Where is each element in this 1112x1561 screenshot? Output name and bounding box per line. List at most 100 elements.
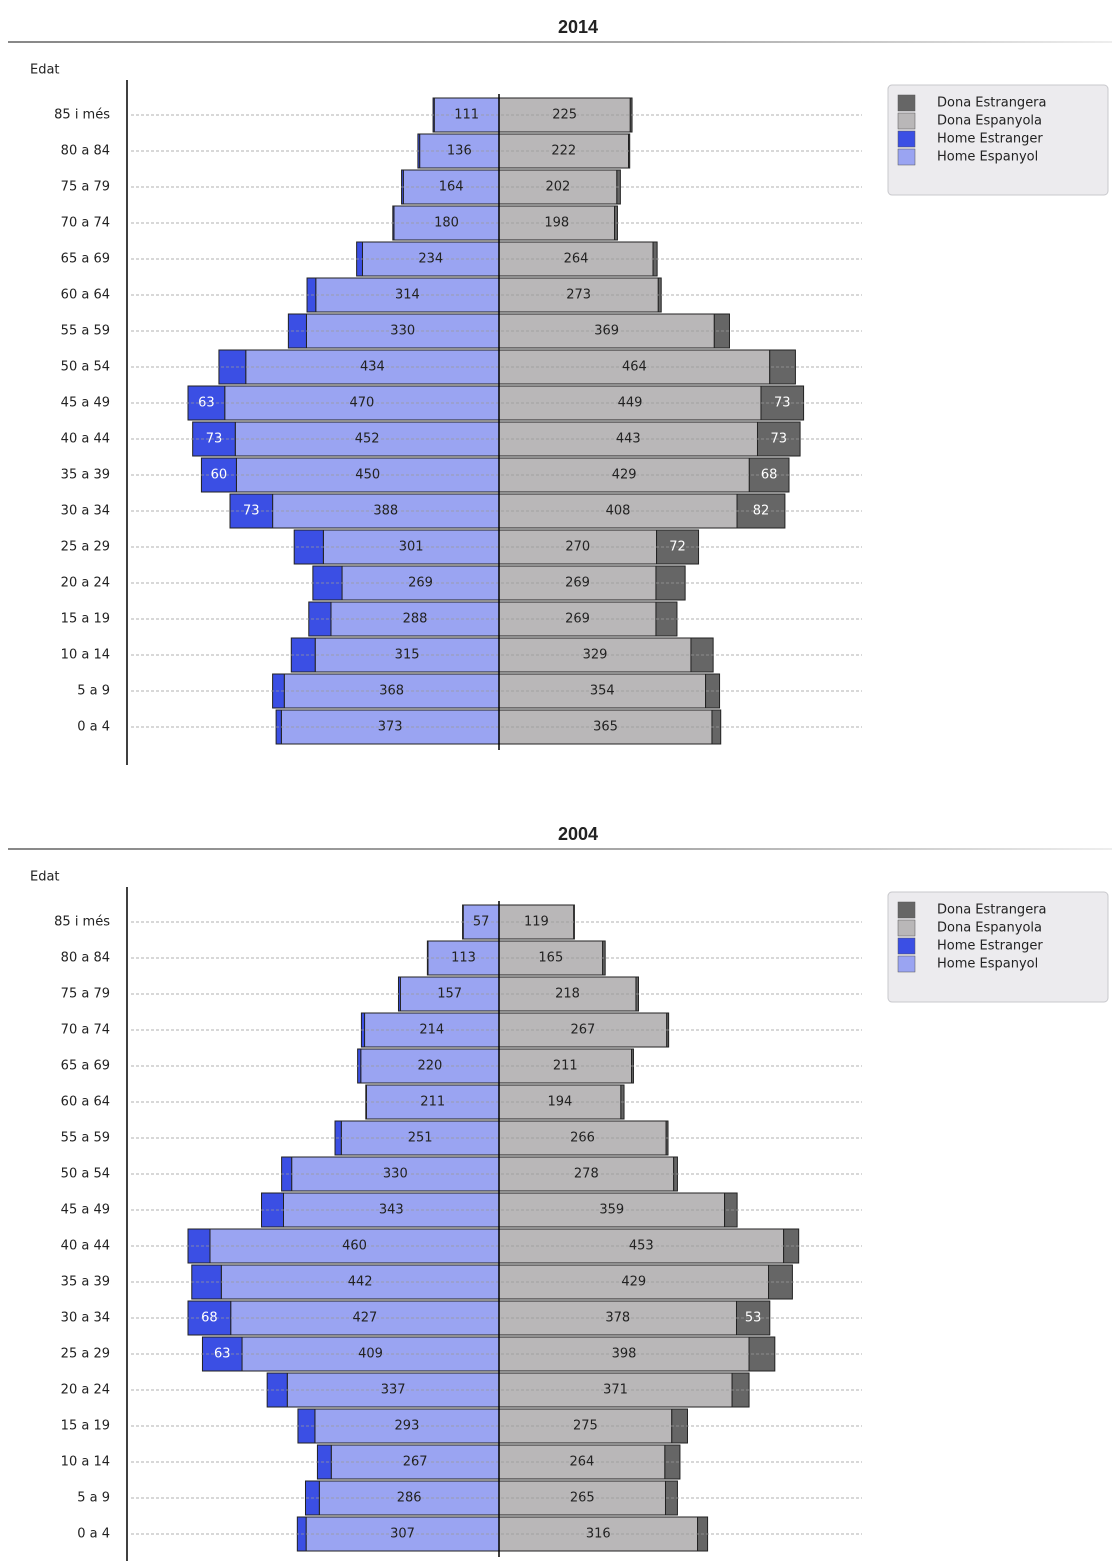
y-tick-label: 5 a 9 <box>77 1491 110 1506</box>
data-label: 264 <box>564 252 589 267</box>
data-label: 288 <box>403 612 428 627</box>
data-label: 434 <box>360 360 385 375</box>
data-label: 266 <box>570 1131 595 1146</box>
bar-segment <box>671 1408 688 1444</box>
data-label: 265 <box>570 1491 595 1506</box>
data-label: 460 <box>342 1239 367 1254</box>
y-tick-label: 80 a 84 <box>61 144 110 159</box>
data-label: 57 <box>473 915 490 930</box>
y-tick-label: 60 a 64 <box>61 1095 110 1110</box>
data-label: 368 <box>379 684 404 699</box>
title-separator <box>8 848 1112 850</box>
data-label: 53 <box>745 1311 762 1326</box>
data-label: 408 <box>606 504 631 519</box>
data-label: 73 <box>206 432 223 447</box>
y-axis-title: Edat <box>30 63 60 78</box>
y-tick-label: 30 a 34 <box>61 1311 110 1326</box>
legend <box>887 891 1109 1003</box>
bar-segment <box>230 1300 500 1336</box>
data-label: 164 <box>439 180 464 195</box>
y-tick-label: 5 a 9 <box>77 684 110 699</box>
data-label: 450 <box>355 468 380 483</box>
data-label: 409 <box>358 1347 383 1362</box>
legend-label: Home Estranger <box>937 132 1043 147</box>
data-label: 218 <box>555 987 580 1002</box>
y-tick-label: 45 a 49 <box>61 1203 110 1218</box>
data-label: 180 <box>434 216 459 231</box>
y-tick-label: 50 a 54 <box>61 360 110 375</box>
data-label: 270 <box>565 540 590 555</box>
title-separator <box>8 41 1112 43</box>
legend-label: Dona Estrangera <box>937 96 1047 111</box>
y-tick-label: 75 a 79 <box>61 180 110 195</box>
y-tick-label: 0 a 4 <box>77 1527 110 1542</box>
data-label: 365 <box>593 720 618 735</box>
data-label: 314 <box>395 288 420 303</box>
legend-label: Dona Espanyola <box>937 921 1042 936</box>
data-label: 222 <box>551 144 576 159</box>
y-tick-label: 40 a 44 <box>61 432 110 447</box>
y-tick-label: 20 a 24 <box>61 576 110 591</box>
y-tick-label: 65 a 69 <box>61 1059 110 1074</box>
y-tick-label: 85 i més <box>54 108 110 123</box>
data-label: 337 <box>381 1383 406 1398</box>
data-label: 269 <box>565 576 590 591</box>
data-label: 286 <box>397 1491 422 1506</box>
y-tick-label: 40 a 44 <box>61 1239 110 1254</box>
y-tick-label: 15 a 19 <box>61 612 110 627</box>
data-label: 449 <box>618 396 643 411</box>
bar-segment <box>316 1444 332 1480</box>
data-label: 211 <box>553 1059 578 1074</box>
data-label: 315 <box>395 648 420 663</box>
y-tick-label: 30 a 34 <box>61 504 110 519</box>
data-label: 429 <box>621 1275 646 1290</box>
data-label: 165 <box>538 951 563 966</box>
y-tick-label: 25 a 29 <box>61 540 110 555</box>
data-label: 220 <box>417 1059 442 1074</box>
data-label: 113 <box>451 951 476 966</box>
legend-swatch <box>897 112 916 130</box>
y-tick-label: 35 a 39 <box>61 1275 110 1290</box>
legend <box>887 84 1109 196</box>
data-label: 214 <box>419 1023 444 1038</box>
data-label: 452 <box>355 432 380 447</box>
data-label: 136 <box>447 144 472 159</box>
data-label: 194 <box>548 1095 573 1110</box>
data-label: 464 <box>622 360 647 375</box>
y-axis-title: Edat <box>30 870 60 885</box>
bar-segment <box>498 349 771 385</box>
data-label: 354 <box>590 684 615 699</box>
legend-swatch <box>897 901 916 919</box>
data-label: 378 <box>605 1311 630 1326</box>
data-label: 72 <box>669 540 686 555</box>
data-label: 371 <box>603 1383 628 1398</box>
data-label: 63 <box>214 1347 231 1362</box>
data-label: 343 <box>379 1203 404 1218</box>
data-label: 82 <box>753 504 770 519</box>
legend-swatch <box>897 148 916 166</box>
data-label: 60 <box>211 468 228 483</box>
legend-label: Dona Estrangera <box>937 903 1047 918</box>
data-label: 470 <box>349 396 374 411</box>
legend-swatch <box>897 955 916 973</box>
legend-swatch <box>897 919 916 937</box>
data-label: 63 <box>198 396 215 411</box>
data-label: 275 <box>573 1419 598 1434</box>
y-tick-label: 50 a 54 <box>61 1167 110 1182</box>
legend-label: Home Estranger <box>937 939 1043 954</box>
data-label: 68 <box>761 468 778 483</box>
data-label: 443 <box>616 432 641 447</box>
legend-swatch <box>897 94 916 112</box>
data-label: 301 <box>399 540 424 555</box>
data-label: 330 <box>390 324 415 339</box>
chart-title: 2004 <box>558 824 598 844</box>
data-label: 225 <box>552 108 577 123</box>
data-label: 202 <box>546 180 571 195</box>
y-tick-label: 65 a 69 <box>61 252 110 267</box>
data-label: 373 <box>378 720 403 735</box>
bar-segment <box>655 565 686 601</box>
data-label: 273 <box>566 288 591 303</box>
data-label: 329 <box>583 648 608 663</box>
data-label: 198 <box>544 216 569 231</box>
